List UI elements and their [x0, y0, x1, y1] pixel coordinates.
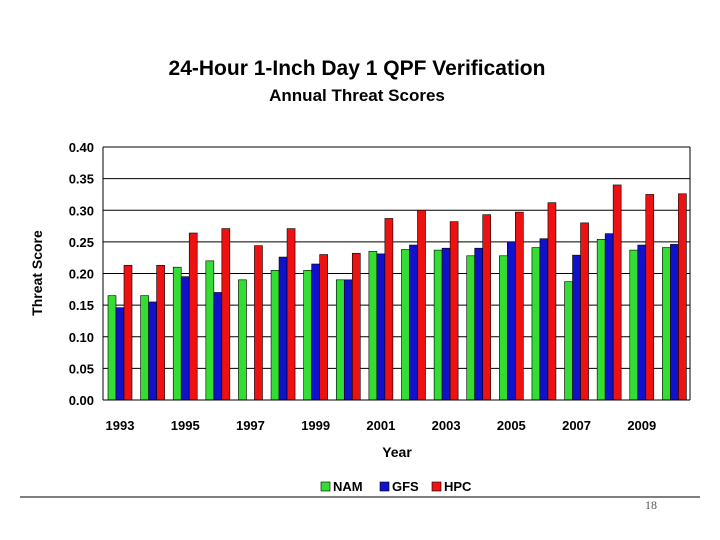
- bar-hpc-2004: [482, 214, 492, 401]
- bar-group: [107, 184, 687, 401]
- bar-gfs-2009: [637, 244, 647, 401]
- bar-nam-1993: [107, 295, 117, 401]
- bar-gfs-1999: [311, 263, 320, 401]
- bar-gfs-1995: [180, 276, 190, 401]
- x-tick-label: 1997: [236, 418, 265, 433]
- x-tick-label: 2005: [497, 418, 526, 433]
- y-tick-label: 0.35: [69, 172, 94, 187]
- bar-gfs-2007: [572, 254, 581, 401]
- bar-hpc-2008: [612, 184, 622, 401]
- y-tick-label: 0.10: [69, 330, 94, 345]
- bar-nam-2003: [433, 249, 443, 401]
- bar-nam-2010: [662, 247, 671, 401]
- bar-nam-2008: [596, 239, 606, 401]
- gridlines: [103, 146, 690, 401]
- legend-label-gfs: GFS: [392, 479, 419, 494]
- x-tick-label: 1995: [171, 418, 200, 433]
- chart-title: 24-Hour 1-Inch Day 1 QPF Verification: [169, 57, 546, 80]
- y-axis-label: Threat Score: [29, 230, 45, 316]
- bar-gfs-2002: [409, 244, 418, 401]
- bar-nam-1995: [172, 266, 182, 401]
- page-number: 18: [645, 498, 657, 512]
- bar-nam-2006: [531, 247, 541, 401]
- y-tick-label: 0.05: [69, 361, 94, 376]
- bar-hpc-2000: [351, 252, 361, 401]
- x-tick-labels: 1993 1995 1997 1999 2001 2003 2005 2007 2009: [106, 418, 657, 433]
- bar-gfs-1994: [148, 301, 157, 401]
- legend-label-nam: NAM: [333, 479, 363, 494]
- bar-gfs-2008: [604, 233, 614, 401]
- bar-nam-2001: [368, 251, 378, 401]
- bar-hpc-2007: [580, 222, 589, 401]
- x-tick-label: 1999: [301, 418, 330, 433]
- bar-nam-1994: [140, 295, 149, 401]
- bar-hpc-2009: [645, 194, 655, 401]
- bar-nam-1998: [270, 270, 280, 401]
- bar-hpc-2005: [515, 211, 524, 401]
- bar-hpc-1994: [156, 264, 165, 401]
- bar-nam-2002: [401, 249, 410, 401]
- bar-gfs-1996: [213, 292, 223, 401]
- bar-nam-2009: [629, 249, 639, 401]
- bar-hpc-1995: [188, 232, 198, 401]
- bar-hpc-1993: [123, 264, 133, 401]
- bar-hpc-2003: [449, 221, 459, 401]
- y-tick-label: 0.30: [69, 203, 94, 218]
- legend-swatch-gfs: [379, 481, 390, 492]
- x-tick-label: 2009: [627, 418, 656, 433]
- legend-swatch-nam: [320, 481, 331, 492]
- bar-gfs-1993: [115, 307, 125, 401]
- bar-hpc-2006: [547, 202, 557, 401]
- x-tick-label: 1993: [106, 418, 135, 433]
- y-tick-label: 0.20: [69, 267, 94, 282]
- bar-gfs-2003: [441, 247, 451, 401]
- bar-gfs-2004: [474, 247, 484, 401]
- bar-hpc-2002: [417, 209, 426, 401]
- legend-swatch-hpc: [431, 481, 442, 492]
- bar-gfs-2001: [376, 253, 386, 401]
- bar-gfs-1998: [278, 256, 288, 401]
- x-tick-label: 2007: [562, 418, 591, 433]
- bar-hpc-1998: [286, 228, 296, 401]
- bar-gfs-2000: [343, 279, 353, 401]
- bar-nam-1996: [205, 260, 215, 401]
- bar-gfs-2006: [539, 238, 549, 401]
- bar-hpc-1997: [254, 245, 263, 401]
- x-axis-label: Year: [382, 444, 412, 460]
- axes: [102, 147, 691, 401]
- y-tick-label: 0.15: [69, 298, 94, 313]
- bar-hpc-2010: [678, 193, 687, 401]
- x-tick-label: 2001: [366, 418, 395, 433]
- bar-hpc-1999: [319, 254, 328, 401]
- y-tick-label: 0.25: [69, 235, 94, 250]
- bar-nam-1997: [238, 279, 247, 401]
- legend: NAM GFS HPC: [320, 479, 472, 494]
- legend-label-hpc: HPC: [444, 479, 472, 494]
- y-tick-labels: 0.00 0.05 0.10 0.15 0.20 0.25 0.30 0.35 0.40: [69, 140, 94, 408]
- bar-nam-2000: [335, 279, 345, 401]
- y-tick-label: 0.00: [69, 393, 94, 408]
- bar-nam-2004: [466, 255, 476, 401]
- bar-gfs-2005: [507, 241, 516, 401]
- y-tick-label: 0.40: [69, 140, 94, 155]
- chart-subtitle: Annual Threat Scores: [269, 86, 445, 105]
- bar-gfs-2010: [670, 244, 679, 401]
- bar-nam-2007: [564, 281, 573, 401]
- bar-hpc-2001: [384, 218, 394, 401]
- x-tick-label: 2003: [432, 418, 461, 433]
- bar-hpc-1996: [221, 228, 231, 401]
- bar-nam-2005: [499, 255, 508, 401]
- bar-nam-1999: [303, 270, 312, 401]
